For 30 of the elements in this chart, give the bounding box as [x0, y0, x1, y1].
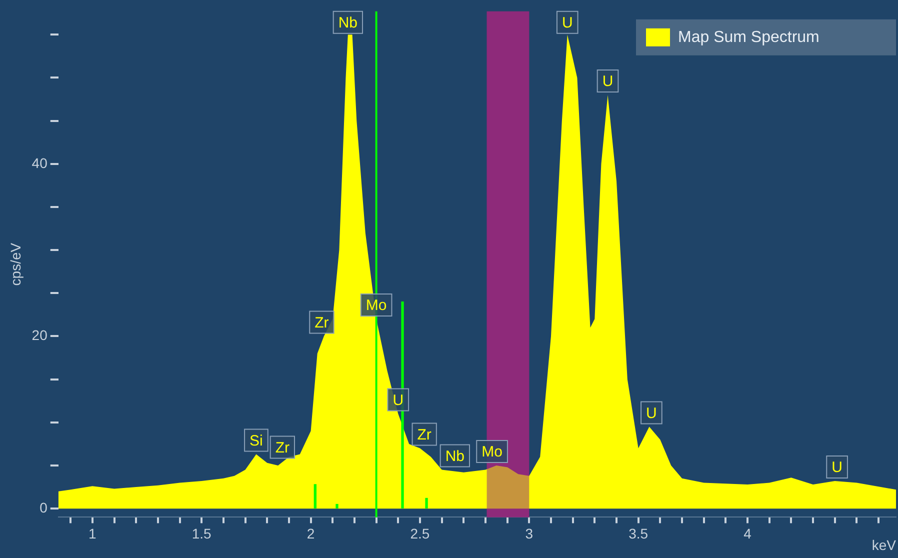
x-tick-label: 2.5	[410, 525, 430, 542]
annotation: U	[832, 459, 842, 476]
y-tick-label: 20	[32, 327, 48, 344]
bar	[314, 484, 316, 508]
bar	[425, 498, 428, 508]
annotation: Mo	[482, 444, 502, 461]
annotation: Nb	[338, 14, 358, 32]
annotation: Nb	[445, 448, 465, 465]
bar	[401, 301, 404, 508]
y-axis-title: cps/eV	[7, 242, 24, 286]
annotation: Zr	[275, 439, 290, 456]
annotation: Zr	[417, 426, 432, 444]
annotation: U	[392, 392, 404, 409]
legend-label: Map Sum Spectrum	[678, 28, 820, 46]
x-tick-label: 2	[306, 525, 315, 542]
annotation: U	[646, 404, 657, 422]
annotation: U	[602, 73, 614, 90]
x-tick-label: 4	[744, 525, 752, 542]
annotation: Si	[250, 432, 263, 450]
x-tick-label: 3.5	[628, 525, 648, 542]
y-tick-label: 0	[40, 499, 48, 516]
annotation: Mo	[366, 297, 387, 314]
y-tick-label: 40	[32, 154, 48, 171]
x-tick-label: 3	[525, 525, 534, 542]
annotation: Zr	[314, 314, 329, 332]
x-tick-label: 1	[88, 525, 97, 542]
x-tick-label: 1.5	[192, 525, 212, 542]
annotation: U	[562, 14, 573, 32]
x-axis-title: keV	[872, 536, 897, 553]
bar	[336, 504, 338, 508]
